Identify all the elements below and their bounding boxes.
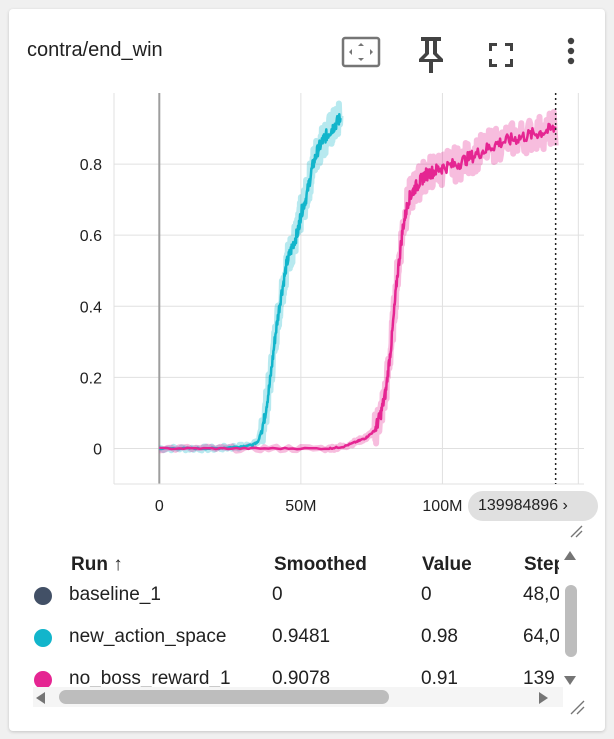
header-value[interactable]: Value [422, 554, 472, 575]
scroll-right-icon[interactable] [537, 690, 551, 706]
table-row[interactable]: baseline_1 0 0 48,0 [9, 575, 569, 617]
step-badge[interactable]: 139984896 › [468, 491, 598, 521]
scroll-down-icon[interactable] [562, 673, 578, 687]
table-resize-handle-icon[interactable] [569, 699, 585, 715]
scalar-card: contra/end_win 0 0.2 0.4 0.6 0.8 0 50 [9, 9, 605, 731]
scroll-up-icon[interactable] [562, 549, 578, 563]
smoothed-value: 0.9078 [272, 668, 331, 689]
raw-series-band [159, 109, 559, 454]
header-run[interactable]: Run ↑ [71, 554, 123, 575]
fullscreen-icon[interactable] [479, 33, 523, 77]
raw-value: 0.91 [421, 668, 458, 689]
resize-handle-icon[interactable] [569, 524, 583, 538]
vertical-scroll-thumb[interactable] [565, 585, 577, 657]
table-row[interactable]: no_boss_reward_1 0.9078 0.91 139 [9, 659, 569, 701]
smoothed-series-lines [158, 112, 557, 451]
smoothed-value: 0 [272, 584, 283, 605]
run-name: no_boss_reward_1 [69, 668, 231, 689]
smoothed-value: 0.9481 [272, 626, 331, 647]
raw-value: 0.98 [421, 626, 458, 647]
y-tick-label: 0.6 [80, 228, 102, 245]
step-value: 48,0 [523, 584, 559, 605]
raw-series-bands [158, 100, 559, 454]
run-color-dot [34, 587, 52, 605]
y-tick-label: 0 [93, 441, 102, 458]
header-step[interactable]: Step [524, 554, 559, 575]
step-value: 64,0 [523, 626, 559, 647]
x-tick-label: 100M [422, 498, 462, 515]
raw-value: 0 [421, 584, 432, 605]
vertical-scrollbar[interactable] [562, 549, 578, 687]
x-tick-label: 0 [155, 498, 164, 515]
run-name: new_action_space [69, 626, 227, 647]
raw-series-band [158, 100, 344, 454]
run-color-dot [34, 671, 52, 689]
pin-icon[interactable] [409, 33, 453, 77]
scroll-left-icon[interactable] [33, 690, 47, 706]
header-smoothed[interactable]: Smoothed [274, 554, 367, 575]
grid [113, 93, 584, 485]
tick-labels: 0 0.2 0.4 0.6 0.8 0 50M 100M [80, 157, 463, 515]
horizontal-scroll-thumb[interactable] [59, 690, 389, 704]
y-tick-label: 0.2 [80, 370, 102, 387]
card-title: contra/end_win [27, 39, 163, 61]
series-line-no_boss_reward_1[interactable] [159, 122, 557, 451]
table-row[interactable]: new_action_space 0.9481 0.98 64,0 [9, 617, 569, 659]
more-vert-icon[interactable] [549, 33, 593, 77]
fit-domain-icon[interactable] [339, 33, 383, 77]
run-name: baseline_1 [69, 584, 161, 605]
series-line-new_action_space[interactable] [158, 112, 342, 451]
line-chart[interactable]: 0 0.2 0.4 0.6 0.8 0 50M 100M [9, 9, 605, 529]
y-tick-label: 0.4 [80, 299, 102, 316]
x-tick-label: 50M [285, 498, 316, 515]
step-value: 139 [523, 668, 555, 689]
run-color-dot [34, 629, 52, 647]
y-tick-label: 0.8 [80, 157, 102, 174]
